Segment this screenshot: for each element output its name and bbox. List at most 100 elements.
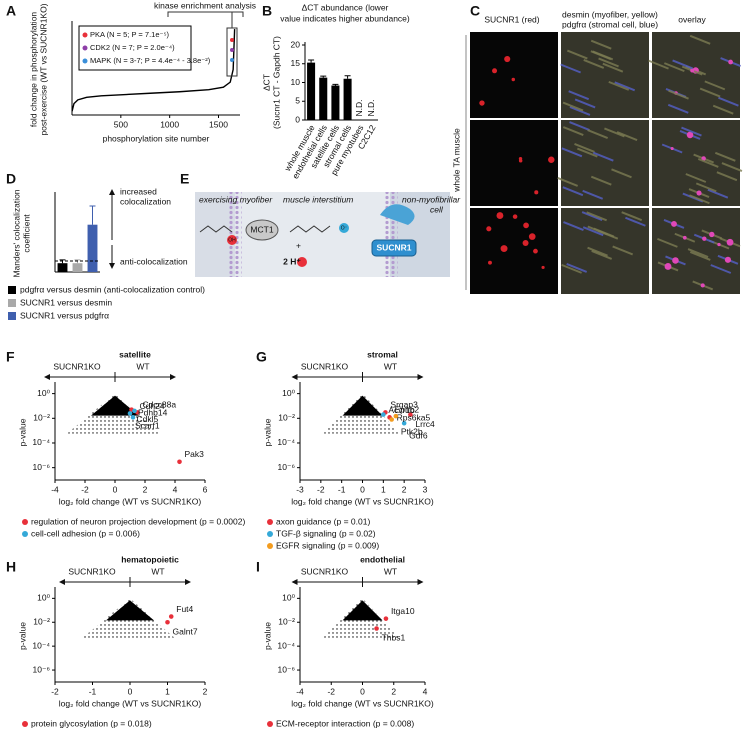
direction-label: WT xyxy=(384,566,397,576)
chart-title: hematopoietic xyxy=(121,554,179,564)
point xyxy=(165,619,170,625)
point xyxy=(177,459,182,465)
micrograph-texture xyxy=(591,250,613,260)
point-cloud xyxy=(106,600,154,621)
legend-marker xyxy=(267,721,273,727)
x-tick-label: 3 xyxy=(423,484,428,494)
micrograph-texture xyxy=(479,100,485,106)
micrograph-texture xyxy=(561,147,583,158)
legend-label: MAPK (N = 3-7; P = 4.4e⁻⁴ - 3.8e⁻²) xyxy=(90,56,211,65)
y-tick-label: 10⁻² xyxy=(278,413,295,423)
hydroxyl-group xyxy=(227,235,237,245)
membrane xyxy=(228,192,242,277)
micrograph-texture xyxy=(625,216,646,227)
micrograph-texture xyxy=(562,101,584,112)
micrograph-texture xyxy=(587,246,608,257)
direction-label: SUCNR1KO xyxy=(53,361,101,371)
legend-label: ECM-receptor interaction (p = 0.008) xyxy=(276,718,414,728)
micrograph-texture xyxy=(500,245,508,253)
micrograph-texture xyxy=(523,222,529,229)
x-tick-label: -4 xyxy=(296,686,304,696)
point xyxy=(381,412,386,417)
x-tick-label: 0 xyxy=(113,484,118,494)
y-tick-label: 10⁻⁶ xyxy=(33,664,50,674)
y-tick-label: 15 xyxy=(291,58,301,68)
y-tick-label: 10⁰ xyxy=(37,593,50,603)
micrograph-texture xyxy=(712,104,734,115)
micrograph-texture xyxy=(587,129,609,139)
point-label: Rps6ka5 xyxy=(397,413,431,423)
micrograph xyxy=(470,32,558,118)
legend-label: axon guidance (p = 0.01) xyxy=(276,516,370,526)
y-tick-label: 10⁻² xyxy=(33,617,50,627)
x-tick-label: -2 xyxy=(327,686,335,696)
micrograph-texture xyxy=(512,214,518,219)
direction-label: SUCNR1KO xyxy=(301,361,349,371)
legend-marker xyxy=(267,531,273,537)
x-tick-label: 0 xyxy=(128,686,133,696)
y-tick-label: 20 xyxy=(291,39,301,49)
diagram-label: OH xyxy=(228,237,236,243)
micrograph-texture xyxy=(582,189,604,200)
point-label: Cdh24 xyxy=(140,401,165,411)
micrograph-texture xyxy=(667,103,689,114)
micrograph-texture xyxy=(598,57,619,68)
micrograph-texture xyxy=(511,77,516,82)
panel-letter: G xyxy=(256,349,267,365)
x-tick-label: 4 xyxy=(423,686,428,696)
y-tick-label: 10⁻⁴ xyxy=(32,640,50,650)
point-label: Ephb2 xyxy=(395,405,420,415)
x-tick-label: 2 xyxy=(391,686,396,696)
point-label: Srgap3 xyxy=(390,400,418,410)
panel-c: C SUCNR1 (red) desmin (myofiber, yellow)… xyxy=(451,3,743,294)
bar xyxy=(87,224,98,272)
point xyxy=(127,411,133,416)
legend-label: EGFR signaling (p = 0.009) xyxy=(276,540,379,550)
succinate-molecule xyxy=(199,225,233,233)
micrograph xyxy=(470,208,558,294)
legend-label: SUCNR1 versus pdgfrα xyxy=(20,310,109,320)
y-tick-label: 10⁻⁶ xyxy=(278,462,295,472)
micrograph-texture xyxy=(548,156,555,164)
y-tick-label: 10⁻² xyxy=(33,413,50,423)
micrograph xyxy=(470,120,558,206)
value-label: N.D. xyxy=(354,100,364,117)
y-axis-label: fold change in phosphorylation xyxy=(28,12,38,128)
annotation: colocalization xyxy=(120,196,171,206)
point-cloud xyxy=(342,395,383,416)
micrograph-texture xyxy=(726,238,734,246)
legend-box xyxy=(78,25,192,71)
micrograph-texture xyxy=(689,34,711,45)
panel-b: B 0 5 10 15 20 ΔCT (Sucnr1 CT - Gapdh CT) ΔCT ab… xyxy=(261,2,410,180)
inset-marker xyxy=(230,58,234,62)
micrograph-texture xyxy=(681,126,702,137)
y-axis-label: p-value xyxy=(262,622,272,650)
diagram-label: 2 H⁺ xyxy=(283,256,301,266)
chart-title: kinase enrichment analysis xyxy=(154,0,256,10)
y-axis-label: p-value xyxy=(17,622,27,650)
legend-swatch xyxy=(8,299,16,307)
y-tick-label: 5 xyxy=(295,96,300,106)
diagram-label: SUCNR1 xyxy=(377,242,412,252)
panel-letter: F xyxy=(6,349,15,365)
diagram-label: + xyxy=(296,240,301,250)
x-tick-label: -2 xyxy=(51,686,59,696)
point-label: Cdkl5 xyxy=(137,414,159,424)
panel-e: E exercising myofiber muscle interstitiu… xyxy=(180,171,461,277)
panel-a: A 500 1000 1500 fold change in phosphorylati… xyxy=(6,0,256,143)
direction-label: SUCNR1KO xyxy=(301,566,349,576)
row-label: whole TA muscle xyxy=(451,128,461,193)
micrograph-texture xyxy=(581,211,603,221)
point xyxy=(374,626,379,631)
micrograph-texture xyxy=(699,87,721,98)
direction-label: WT xyxy=(136,361,149,371)
micrograph-texture xyxy=(504,55,511,63)
micrograph-texture xyxy=(488,260,492,265)
micrograph-texture xyxy=(710,264,732,274)
panel-i: I 10⁰ 10⁻² 10⁻⁴ 10⁻⁶ -4 -2 0 2 4 endothelial SUCNR1… xyxy=(256,554,434,728)
micrograph-texture xyxy=(721,162,743,172)
legend-marker xyxy=(22,721,28,727)
micrograph-texture xyxy=(528,233,536,240)
diagram-label: O⁻ xyxy=(341,225,348,231)
legend-label: TGF-β signaling (p = 0.02) xyxy=(276,528,376,538)
